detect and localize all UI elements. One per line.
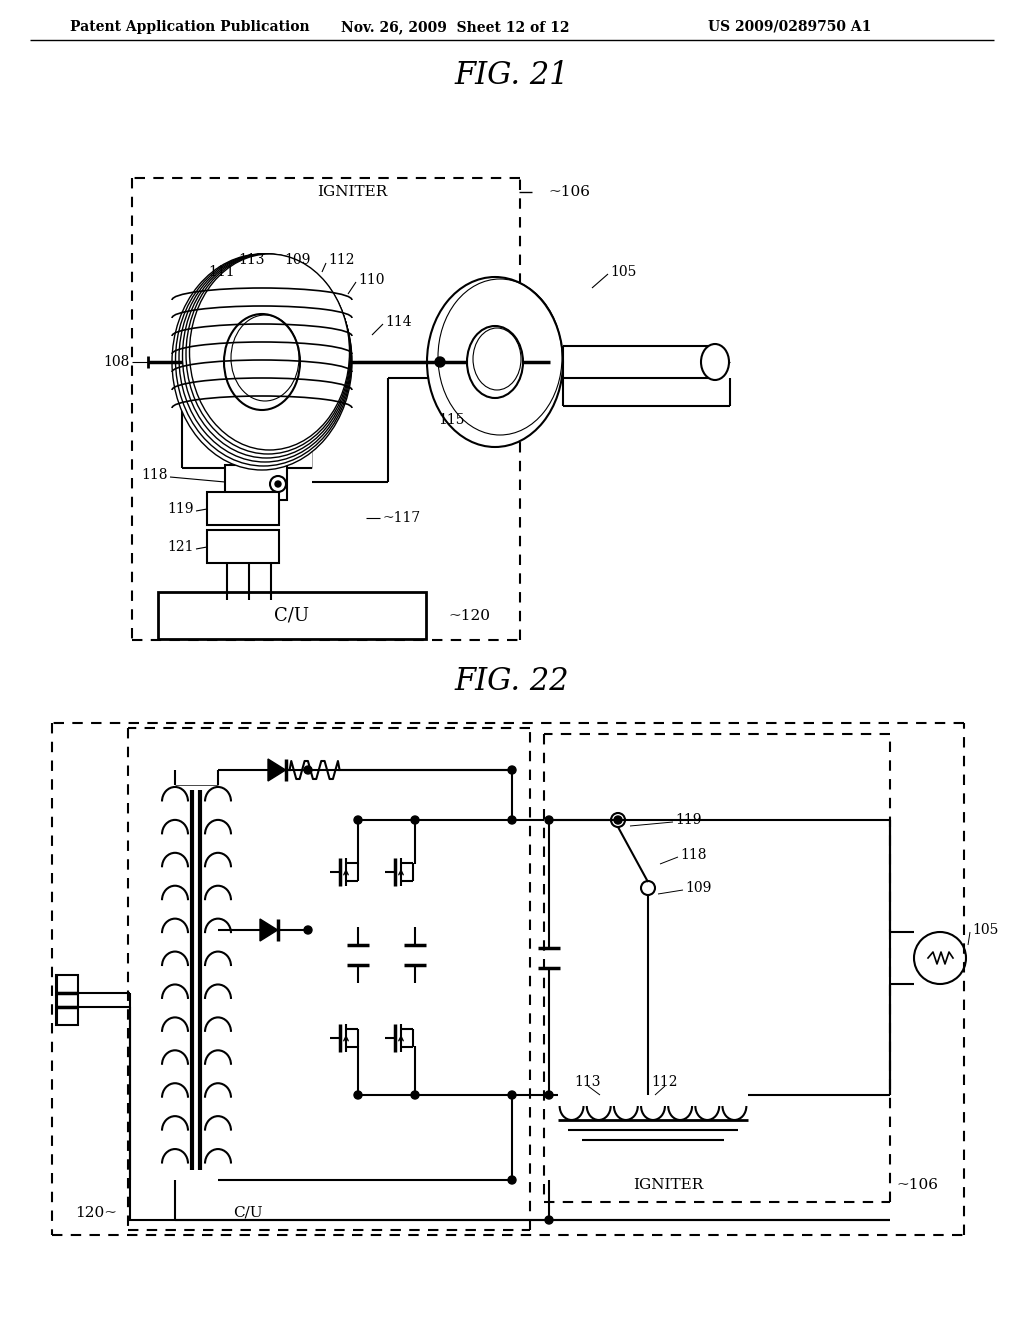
Bar — [225, 465, 287, 500]
Text: 109: 109 — [685, 880, 712, 895]
Text: 113: 113 — [239, 253, 265, 267]
Text: 119: 119 — [675, 813, 701, 828]
Circle shape — [508, 766, 516, 774]
Text: 120~: 120~ — [75, 1206, 117, 1220]
Circle shape — [354, 1092, 362, 1100]
Text: 105: 105 — [610, 265, 636, 279]
Text: 111: 111 — [208, 265, 234, 279]
Text: 110: 110 — [358, 273, 384, 286]
Ellipse shape — [172, 253, 352, 470]
Text: US 2009/0289750 A1: US 2009/0289750 A1 — [709, 20, 871, 34]
Bar — [56, 975, 78, 1026]
Text: 112: 112 — [651, 1074, 678, 1089]
Text: 109: 109 — [285, 253, 311, 267]
Ellipse shape — [189, 253, 349, 450]
Circle shape — [275, 480, 281, 487]
Text: 108: 108 — [103, 355, 130, 370]
Text: 115: 115 — [438, 413, 465, 426]
Text: 105: 105 — [972, 923, 998, 937]
Circle shape — [411, 1092, 419, 1100]
Text: 119: 119 — [168, 502, 194, 516]
Text: FIG. 22: FIG. 22 — [455, 667, 569, 697]
Text: ~106: ~106 — [548, 185, 590, 199]
Text: 121: 121 — [168, 540, 194, 554]
Text: IGNITER: IGNITER — [316, 185, 387, 199]
Text: Nov. 26, 2009  Sheet 12 of 12: Nov. 26, 2009 Sheet 12 of 12 — [341, 20, 569, 34]
Circle shape — [545, 1216, 553, 1224]
Bar — [207, 492, 279, 525]
Circle shape — [435, 356, 445, 367]
Circle shape — [411, 816, 419, 824]
Text: C/U: C/U — [274, 607, 309, 624]
Text: 112: 112 — [328, 253, 354, 267]
Polygon shape — [268, 759, 286, 781]
Text: ~120: ~120 — [449, 609, 490, 623]
Text: FIG. 21: FIG. 21 — [455, 59, 569, 91]
Circle shape — [545, 1092, 553, 1100]
Text: 113: 113 — [574, 1074, 601, 1089]
Ellipse shape — [224, 314, 300, 411]
Bar — [158, 591, 426, 639]
Text: 114: 114 — [385, 315, 412, 329]
Text: IGNITER: IGNITER — [633, 1177, 703, 1192]
Circle shape — [614, 816, 622, 824]
Text: Patent Application Publication: Patent Application Publication — [71, 20, 310, 34]
Circle shape — [354, 816, 362, 824]
Circle shape — [545, 816, 553, 824]
Ellipse shape — [427, 277, 563, 447]
Circle shape — [508, 1092, 516, 1100]
Bar — [207, 531, 279, 564]
Text: ~106: ~106 — [896, 1177, 938, 1192]
Circle shape — [304, 766, 312, 774]
Text: C/U: C/U — [233, 1206, 263, 1220]
Circle shape — [508, 1176, 516, 1184]
Ellipse shape — [701, 345, 729, 380]
Ellipse shape — [179, 253, 351, 462]
Ellipse shape — [186, 253, 350, 454]
Ellipse shape — [175, 253, 351, 466]
Circle shape — [304, 927, 312, 935]
Text: 118: 118 — [680, 847, 707, 862]
Circle shape — [508, 816, 516, 824]
Ellipse shape — [467, 326, 523, 399]
Text: 118: 118 — [141, 469, 168, 482]
Ellipse shape — [182, 253, 350, 458]
Polygon shape — [260, 919, 278, 941]
Text: ~117: ~117 — [382, 511, 420, 525]
